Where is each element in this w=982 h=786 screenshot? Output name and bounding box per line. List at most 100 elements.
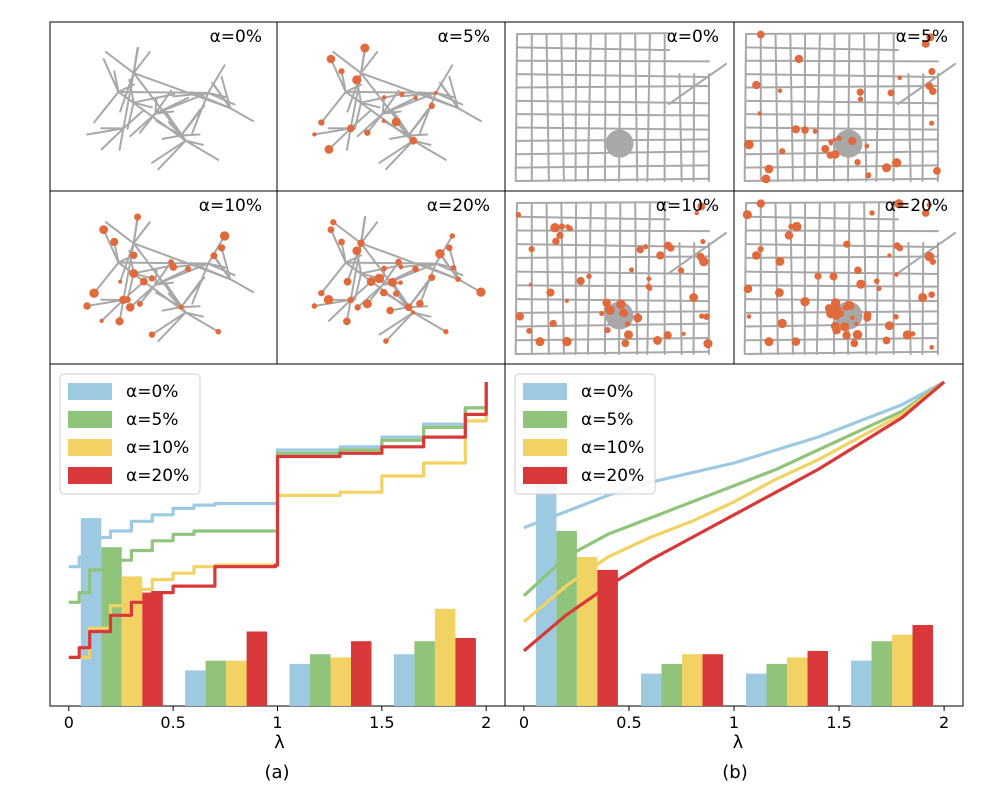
x-tick-label: 1.5 — [369, 713, 394, 732]
cdf-line-α=20% — [68, 382, 488, 659]
network-thumbnail-a-3: α=20% — [276, 190, 506, 365]
bar-α=20%-0–0.5 — [597, 569, 618, 706]
network-thumbnails: α=0% α=5% α=0% α=5% α=10% α=20% α=10% α=20% — [49, 21, 964, 365]
bar-α=5%-1.5–2 — [414, 641, 435, 706]
bar-α=0%-1–1.5 — [746, 673, 767, 706]
legend-box — [514, 373, 656, 495]
thumbnail-frame — [276, 21, 506, 192]
thumbnail-label: α=10% — [656, 196, 719, 216]
legend-swatch — [523, 383, 567, 400]
cdf-line-α=0% — [523, 380, 945, 530]
bar-α=10%-0–0.5 — [121, 576, 143, 706]
bar-α=20%-0.5–1 — [246, 631, 268, 706]
x-tick-label: 2 — [939, 713, 949, 732]
network-nodes — [312, 43, 438, 154]
cdf-line-α=20% — [522, 380, 946, 653]
thumbnail-label: α=0% — [667, 27, 719, 47]
legend-entry: α=20% — [581, 466, 644, 486]
network-edges — [86, 47, 255, 171]
cdf-line-α=10% — [522, 380, 946, 624]
legend: α=0% α=5% α=10% α=20% — [514, 373, 656, 495]
cdf-line-α=5% — [522, 380, 946, 597]
network-edges — [514, 201, 727, 355]
x-tick-label: 1 — [272, 713, 282, 732]
bar-α=20%-1.5–2 — [912, 625, 933, 706]
bar-α=0%-0–0.5 — [80, 518, 102, 706]
legend-box — [59, 373, 201, 495]
network-nodes — [311, 219, 486, 344]
thumbnail-label: α=0% — [210, 27, 262, 47]
bar-α=20%-0–0.5 — [142, 592, 163, 706]
bar-α=5%-0.5–1 — [661, 663, 682, 706]
thumbnail-label: α=10% — [199, 196, 262, 216]
network-thumbnail-a-1: α=5% — [276, 21, 506, 192]
network-thumbnail-b-2: α=10% — [504, 190, 735, 365]
network-thumbnail-b-1: α=5% — [733, 21, 964, 192]
network-edges — [514, 32, 727, 182]
network-nodes — [515, 202, 713, 349]
bar-α=5%-0.5–1 — [205, 660, 227, 706]
bar-α=20%-1–1.5 — [351, 641, 372, 706]
bar-α=10%-1.5–2 — [434, 608, 456, 706]
panel-label-a: (a) — [264, 762, 289, 783]
bar-α=20%-0.5–1 — [702, 654, 723, 706]
legend-entry: α=0% — [126, 382, 178, 402]
network-thumbnail-a-2: α=10% — [49, 190, 278, 365]
network-nodes — [744, 30, 941, 184]
thumbnail-label: α=20% — [427, 196, 490, 216]
bar-α=10%-1–1.5 — [330, 657, 351, 706]
network-thumbnail-a-0: α=0% — [49, 21, 278, 192]
legend-swatch — [523, 467, 567, 484]
legend-entry: α=10% — [126, 438, 189, 458]
bar-α=0%-0.5–1 — [185, 670, 206, 706]
cdf-histogram-charts: 0 0.5 1 1.5 2 λ α=0% α=5% α=10% α=20% 0 0.5 1 1.5 2 λ α=… — [49, 363, 964, 753]
chart-panel-a: 0 0.5 1 1.5 2 λ α=0% α=5% α=10% α=20% — [49, 363, 506, 753]
network-thumbnail-b-3: α=20% — [733, 190, 964, 365]
x-tick-label: 1.5 — [826, 713, 851, 732]
legend-swatch — [68, 411, 112, 428]
x-tick-label: 1 — [729, 713, 739, 732]
network-edges — [743, 201, 956, 355]
bar-α=10%-1–1.5 — [787, 657, 808, 706]
legend-swatch — [68, 439, 112, 456]
bar-α=10%-0.5–1 — [226, 660, 247, 706]
legend-entry: α=20% — [126, 466, 189, 486]
thumbnail-frame — [276, 190, 506, 365]
thumbnail-frame — [49, 21, 278, 192]
thumbnail-frame — [49, 190, 278, 365]
bar-α=0%-0.5–1 — [641, 673, 662, 706]
bar-α=20%-1.5–2 — [455, 638, 476, 706]
bar-α=5%-1.5–2 — [871, 641, 892, 706]
legend: α=0% α=5% α=10% α=20% — [59, 373, 201, 495]
thumbnail-label: α=5% — [896, 27, 948, 47]
x-tick-label: 0 — [519, 713, 529, 732]
bar-α=10%-0.5–1 — [682, 654, 703, 706]
legend-entry: α=5% — [581, 410, 633, 430]
bar-α=5%-0–0.5 — [556, 531, 577, 706]
network-edges — [86, 216, 255, 343]
legend-entry: α=0% — [581, 382, 633, 402]
bar-α=0%-1.5–2 — [393, 654, 415, 706]
bar-α=5%-1–1.5 — [766, 663, 787, 706]
x-tick-label: 2 — [481, 713, 491, 732]
bar-α=10%-0–0.5 — [576, 557, 598, 706]
bar-α=5%-1–1.5 — [310, 654, 331, 706]
x-axis-label: λ — [733, 732, 744, 753]
legend-swatch — [523, 439, 567, 456]
thumbnail-label: α=20% — [885, 196, 948, 216]
network-nodes — [83, 213, 230, 338]
network-nodes — [742, 199, 937, 350]
legend-entry: α=5% — [126, 410, 178, 430]
x-tick-label: 0.5 — [160, 713, 185, 732]
network-thumbnail-b-0: α=0% — [504, 21, 735, 192]
x-tick-label: 0 — [64, 713, 74, 732]
network-edges — [313, 47, 482, 171]
thumbnail-label: α=5% — [438, 27, 490, 47]
legend-swatch — [523, 411, 567, 428]
bar-α=0%-1–1.5 — [289, 663, 310, 706]
network-edges — [743, 32, 956, 182]
x-tick-label: 0.5 — [616, 713, 641, 732]
bar-α=0%-1.5–2 — [851, 660, 872, 706]
bar-α=20%-1–1.5 — [807, 650, 828, 706]
